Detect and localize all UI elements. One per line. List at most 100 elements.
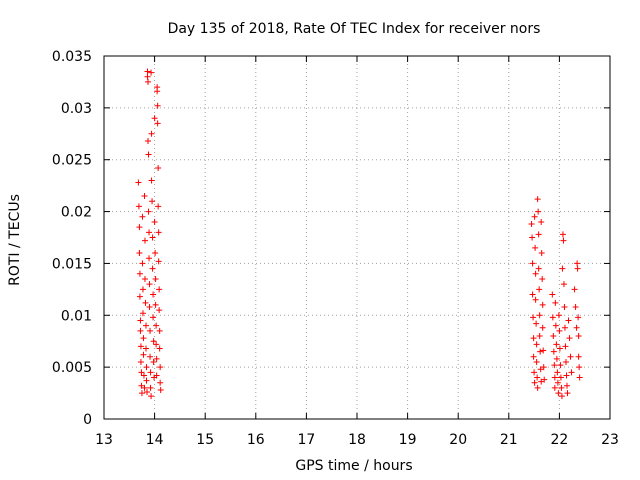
- data-point: [149, 265, 156, 272]
- data-point: [551, 362, 558, 369]
- data-point: [153, 355, 160, 362]
- data-point: [576, 364, 583, 371]
- data-point: [138, 382, 145, 389]
- data-point: [530, 335, 537, 342]
- data-point: [541, 376, 548, 383]
- data-point: [560, 281, 567, 288]
- data-point: [574, 260, 581, 267]
- y-tick-label: 0.03: [61, 101, 92, 117]
- y-tick-label: 0.005: [52, 360, 92, 376]
- data-point: [535, 208, 542, 215]
- data-point: [533, 320, 540, 327]
- y-tick-label: 0.015: [52, 256, 92, 272]
- data-point: [145, 151, 152, 158]
- data-point: [151, 218, 158, 225]
- data-point: [140, 351, 147, 358]
- data-point: [555, 390, 562, 397]
- data-point: [144, 73, 151, 80]
- data-point: [574, 265, 581, 272]
- data-point: [565, 317, 572, 324]
- data-point: [536, 333, 543, 340]
- x-tick-label: 15: [196, 432, 214, 448]
- data-point: [152, 275, 159, 282]
- data-point: [530, 314, 537, 321]
- data-point: [551, 384, 558, 391]
- data-point: [571, 286, 578, 293]
- data-point: [153, 372, 160, 379]
- data-point: [146, 303, 153, 310]
- data-point: [537, 348, 544, 355]
- y-axis-title: ROTI / TECUs: [7, 194, 23, 286]
- data-point: [142, 299, 149, 306]
- data-point: [138, 390, 145, 397]
- data-point: [148, 69, 155, 76]
- data-point: [531, 213, 538, 220]
- data-point: [144, 389, 151, 396]
- data-point: [572, 303, 579, 310]
- data-point: [148, 393, 155, 400]
- data-point: [147, 369, 154, 376]
- data-point: [146, 255, 153, 262]
- x-tick-label: 17: [297, 432, 315, 448]
- data-point: [140, 372, 147, 379]
- data-point: [535, 265, 542, 272]
- data-point: [532, 270, 539, 277]
- y-tick-label: 0.01: [61, 308, 92, 324]
- data-point: [561, 303, 568, 310]
- data-point: [539, 324, 546, 331]
- data-point: [149, 198, 156, 205]
- data-point: [153, 341, 160, 348]
- data-point: [145, 208, 152, 215]
- data-point: [152, 250, 159, 257]
- x-tick-label: 22: [550, 432, 568, 448]
- data-point: [142, 322, 149, 329]
- data-point: [555, 312, 562, 319]
- data-point: [136, 224, 143, 231]
- data-point: [141, 275, 148, 282]
- data-point: [567, 353, 574, 360]
- data-point: [156, 327, 163, 334]
- data-point: [154, 120, 161, 127]
- data-point: [144, 68, 151, 75]
- x-tick-label: 19: [399, 432, 417, 448]
- data-point: [566, 335, 573, 342]
- data-point: [573, 324, 580, 331]
- data-point: [558, 393, 565, 400]
- x-axis-tick-labels: 13 14 15 16 17 18 19 20 21 22 23: [95, 432, 619, 448]
- data-point: [554, 369, 561, 376]
- data-point: [147, 353, 154, 360]
- data-point: [537, 366, 544, 373]
- data-point: [135, 179, 142, 186]
- data-point: [559, 265, 566, 272]
- data-point: [562, 343, 569, 350]
- x-tick-label: 13: [95, 432, 113, 448]
- data-point: [557, 374, 564, 381]
- data-point: [549, 314, 556, 321]
- y-axis-tick-labels: 0 0.005 0.01 0.015 0.02 0.025 0.03 0.035: [52, 49, 92, 428]
- data-point: [141, 193, 148, 200]
- data-point: [528, 221, 535, 228]
- data-point: [147, 327, 154, 334]
- data-point: [554, 379, 561, 386]
- data-point: [139, 310, 146, 317]
- data-point: [530, 353, 537, 360]
- data-point: [151, 115, 158, 122]
- data-point: [156, 307, 163, 314]
- y-tick-label: 0: [83, 412, 92, 428]
- data-point: [534, 384, 541, 391]
- data-point: [538, 378, 545, 385]
- data-point: [539, 275, 546, 282]
- data-point: [532, 244, 539, 251]
- data-point: [154, 88, 161, 95]
- data-point: [157, 379, 164, 386]
- data-point: [143, 364, 150, 371]
- data-point: [157, 386, 164, 393]
- data-point: [529, 260, 536, 267]
- axis-ticks: [103, 55, 611, 420]
- data-point: [533, 341, 540, 348]
- data-point: [137, 343, 144, 350]
- data-point: [141, 237, 148, 244]
- data-point: [531, 369, 538, 376]
- data-point: [550, 333, 557, 340]
- data-point: [552, 322, 559, 329]
